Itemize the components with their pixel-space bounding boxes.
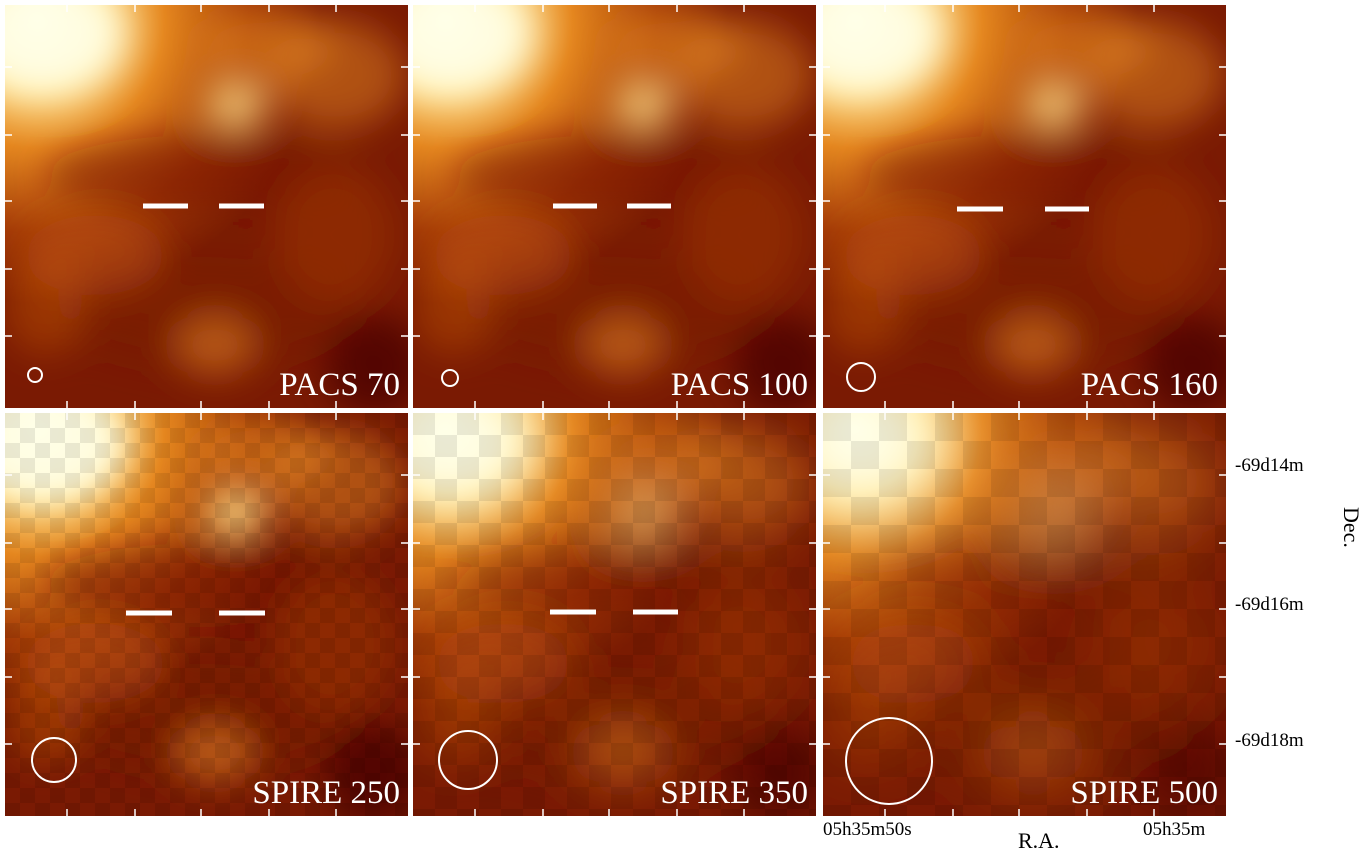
band-label: PACS 70	[279, 367, 400, 403]
dec-tick-label: -69d18m	[1235, 730, 1304, 751]
band-label: SPIRE 350	[660, 775, 808, 811]
emission-map	[823, 413, 1226, 816]
beam-size-circle	[846, 362, 876, 392]
beam-size-circle	[845, 717, 933, 805]
ra-tick-label: 05h35m	[1143, 819, 1206, 840]
band-label: SPIRE 250	[252, 775, 400, 811]
beam-size-circle	[27, 367, 43, 383]
emission-map	[413, 5, 816, 408]
beam-size-circle	[438, 730, 498, 790]
dec-tick-label: -69d16m	[1235, 594, 1304, 615]
beam-size-circle	[441, 369, 459, 387]
ra-tick-label: 05h35m50s	[823, 819, 912, 840]
map-panel: SPIRE 350	[413, 413, 816, 816]
axis-ticks	[823, 5, 1226, 408]
emission-map	[823, 5, 1226, 408]
map-panel: PACS 100	[413, 5, 816, 408]
axis-ticks	[5, 413, 408, 816]
map-panel: PACS 160	[823, 5, 1226, 408]
map-panel: SPIRE 250	[5, 413, 408, 816]
beam-size-circle	[31, 737, 77, 783]
band-label: SPIRE 500	[1070, 775, 1218, 811]
axis-ticks	[413, 5, 816, 408]
map-panel: PACS 70	[5, 5, 408, 408]
emission-map	[413, 413, 816, 816]
band-label: PACS 160	[1080, 367, 1218, 403]
axis-ticks	[823, 413, 1226, 816]
map-panel: SPIRE 500	[823, 413, 1226, 816]
dec-tick-label: -69d14m	[1235, 455, 1304, 476]
emission-map	[5, 413, 408, 816]
axis-ticks	[413, 413, 816, 816]
axis-ticks	[5, 5, 408, 408]
band-label: PACS 100	[670, 367, 808, 403]
dec-axis-title: Dec.	[1339, 507, 1364, 548]
ra-axis-title: R.A.	[1018, 828, 1060, 853]
emission-map	[5, 5, 408, 408]
